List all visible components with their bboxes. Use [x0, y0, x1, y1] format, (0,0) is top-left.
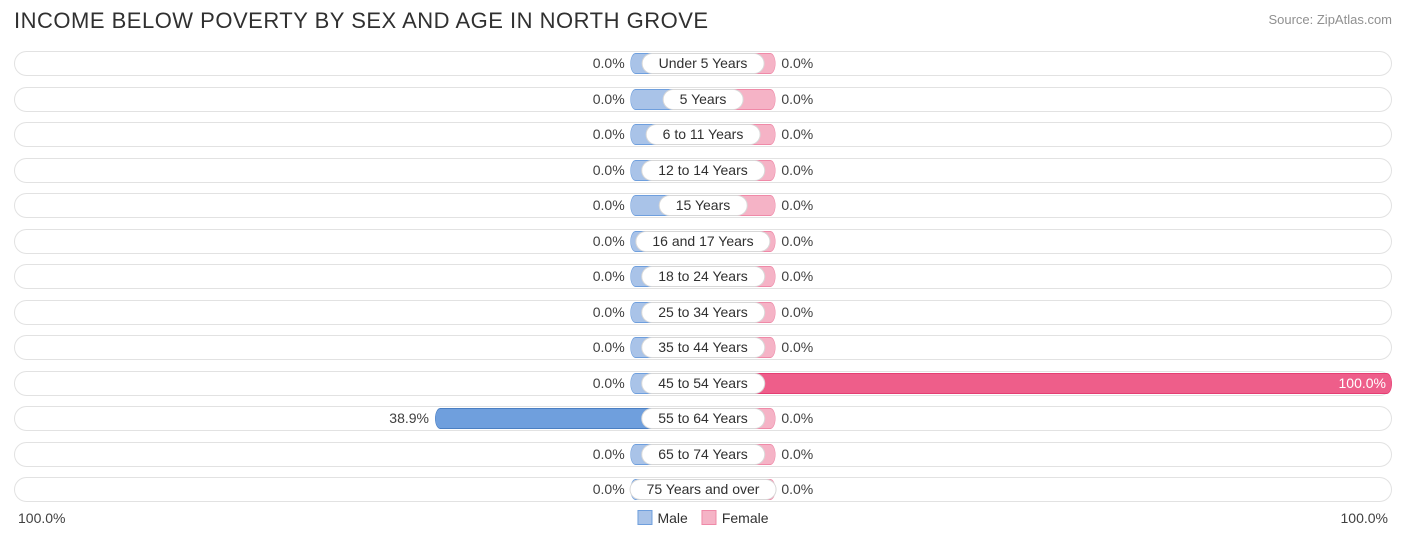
- pct-label-male: 0.0%: [593, 339, 625, 355]
- chart-row: 0.0% 0.0% 6 to 11 Years: [14, 119, 1392, 150]
- pct-label-male: 0.0%: [593, 481, 625, 497]
- category-pill: Under 5 Years: [642, 53, 765, 74]
- pct-label-female: 0.0%: [781, 446, 813, 462]
- chart-source: Source: ZipAtlas.com: [1268, 12, 1392, 27]
- category-pill: 35 to 44 Years: [641, 337, 765, 358]
- chart-row: 0.0% 0.0% 16 and 17 Years: [14, 226, 1392, 257]
- axis-right-label: 100.0%: [1341, 510, 1388, 526]
- legend: Male Female: [637, 510, 768, 526]
- category-pill: 5 Years: [663, 89, 744, 110]
- pct-label-female: 0.0%: [781, 339, 813, 355]
- pct-label-female: 0.0%: [781, 233, 813, 249]
- pct-label-male: 0.0%: [593, 446, 625, 462]
- chart-row: 0.0%0.0%75 Years and over: [14, 474, 1392, 505]
- pct-label-male: 0.0%: [593, 233, 625, 249]
- pct-label-male: 0.0%: [593, 91, 625, 107]
- chart-title: INCOME BELOW POVERTY BY SEX AND AGE IN N…: [14, 8, 709, 34]
- legend-item-male: Male: [637, 510, 687, 526]
- pct-label-female: 100.0%: [1339, 375, 1386, 391]
- pct-label-female: 0.0%: [781, 304, 813, 320]
- pct-label-female: 0.0%: [781, 481, 813, 497]
- chart-row: 0.0% 0.0% Under 5 Years: [14, 48, 1392, 79]
- pct-label-male: 0.0%: [593, 375, 625, 391]
- chart-container: INCOME BELOW POVERTY BY SEX AND AGE IN N…: [0, 0, 1406, 559]
- bar-female: [703, 373, 1392, 394]
- chart-row: 38.9% 0.0% 55 to 64 Years: [14, 403, 1392, 434]
- category-pill: 25 to 34 Years: [641, 302, 765, 323]
- legend-label-male: Male: [657, 510, 687, 526]
- legend-label-female: Female: [722, 510, 769, 526]
- category-pill: 12 to 14 Years: [641, 160, 765, 181]
- pct-label-male: 0.0%: [593, 268, 625, 284]
- chart-row: 0.0% 0.0% 12 to 14 Years: [14, 155, 1392, 186]
- chart-area: 0.0%0.0%Under 5 Years0.0%0.0%5 Years0.0%…: [14, 48, 1392, 505]
- category-pill: 75 Years and over: [630, 479, 777, 500]
- category-pill: 65 to 74 Years: [641, 444, 765, 465]
- category-pill: 6 to 11 Years: [646, 124, 761, 145]
- pct-label-female: 0.0%: [781, 268, 813, 284]
- category-pill: 45 to 54 Years: [641, 373, 765, 394]
- axis-left-label: 100.0%: [18, 510, 65, 526]
- pct-label-female: 0.0%: [781, 162, 813, 178]
- chart-row: 0.0% 100.0% 45 to 54 Years: [14, 368, 1392, 399]
- pct-label-female: 0.0%: [781, 55, 813, 71]
- axis-row: 100.0% Male Female 100.0%: [14, 510, 1392, 526]
- chart-row: 0.0% 0.0% 18 to 24 Years: [14, 261, 1392, 292]
- category-pill: 15 Years: [659, 195, 748, 216]
- pct-label-female: 0.0%: [781, 197, 813, 213]
- pct-label-female: 0.0%: [781, 410, 813, 426]
- pct-label-male: 0.0%: [593, 197, 625, 213]
- legend-swatch-male: [637, 510, 652, 525]
- chart-row: 0.0% 0.0% 65 to 74 Years: [14, 439, 1392, 470]
- pct-label-male: 38.9%: [389, 410, 429, 426]
- pct-label-male: 0.0%: [593, 304, 625, 320]
- chart-row: 0.0% 0.0% 15 Years: [14, 190, 1392, 221]
- chart-header: INCOME BELOW POVERTY BY SEX AND AGE IN N…: [14, 8, 1392, 34]
- pct-label-male: 0.0%: [593, 162, 625, 178]
- category-pill: 55 to 64 Years: [641, 408, 765, 429]
- legend-item-female: Female: [702, 510, 769, 526]
- pct-label-male: 0.0%: [593, 55, 625, 71]
- category-pill: 16 and 17 Years: [635, 231, 770, 252]
- pct-label-female: 0.0%: [781, 126, 813, 142]
- chart-row: 0.0% 0.0% 5 Years: [14, 84, 1392, 115]
- pct-label-male: 0.0%: [593, 126, 625, 142]
- category-pill: 18 to 24 Years: [641, 266, 765, 287]
- chart-row: 0.0% 0.0% 25 to 34 Years: [14, 297, 1392, 328]
- pct-label-female: 0.0%: [781, 91, 813, 107]
- chart-row: 0.0% 0.0% 35 to 44 Years: [14, 332, 1392, 363]
- legend-swatch-female: [702, 510, 717, 525]
